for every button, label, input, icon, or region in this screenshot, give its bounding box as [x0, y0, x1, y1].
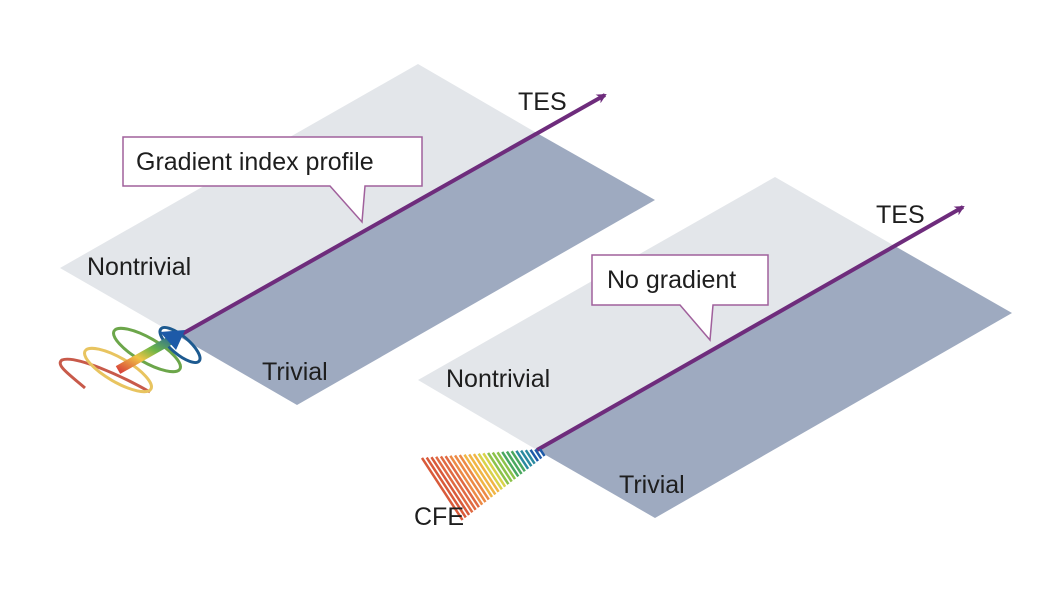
fan-stroke [449, 455, 484, 506]
tes-arrow [181, 93, 607, 336]
tes-label: TES [876, 201, 925, 229]
fan-stroke [458, 454, 490, 501]
fan-stroke [468, 453, 497, 496]
tes-arrow [536, 205, 965, 452]
fan-stroke [472, 453, 500, 493]
fan-stroke [439, 455, 477, 511]
fan-stroke [477, 452, 503, 490]
fan-stroke [524, 449, 536, 465]
fan-stroke [534, 448, 543, 460]
fan-stroke [463, 454, 494, 498]
spiral-rainbow-arrow-icon [58, 326, 202, 394]
fan-stroke [520, 449, 533, 467]
fan-stroke [501, 451, 520, 478]
callout-text: No gradient [607, 266, 736, 294]
trivial-region [178, 132, 655, 405]
fan-stroke [529, 449, 539, 462]
fan-stroke [444, 455, 480, 508]
nontrivial-region [418, 177, 893, 450]
fan-stroke [505, 450, 523, 475]
panel-gradient: TES Gradient index profile Nontrivial Tr… [58, 64, 655, 405]
trivial-label: Trivial [619, 471, 685, 499]
fan-stroke [538, 448, 546, 457]
fan-stroke [425, 456, 467, 519]
tes-label: TES [518, 88, 567, 116]
panel-no-gradient: TES No gradient Nontrivial Trivial CFE [414, 177, 1012, 531]
fan-stroke [430, 456, 471, 516]
fan-stroke [482, 452, 507, 488]
nontrivial-region [60, 64, 535, 336]
fan-stroke [496, 451, 517, 480]
nontrivial-label: Nontrivial [446, 365, 550, 393]
fan-stroke [487, 452, 510, 485]
rainbow-fan-icon [420, 448, 546, 521]
fan-stroke [491, 451, 513, 483]
callout-gradient-index-profile: Gradient index profile [122, 136, 423, 224]
fan-stroke [420, 457, 464, 521]
fan-stroke [453, 454, 487, 503]
callout-text: Gradient index profile [136, 148, 374, 176]
fan-stroke [435, 456, 474, 514]
nontrivial-label: Nontrivial [87, 253, 191, 281]
trivial-label: Trivial [262, 358, 328, 386]
fan-stroke [515, 450, 530, 470]
fan-stroke [510, 450, 526, 473]
callout-no-gradient: No gradient [591, 254, 769, 342]
trivial-region [537, 245, 1012, 518]
cfe-label: CFE [414, 503, 464, 531]
